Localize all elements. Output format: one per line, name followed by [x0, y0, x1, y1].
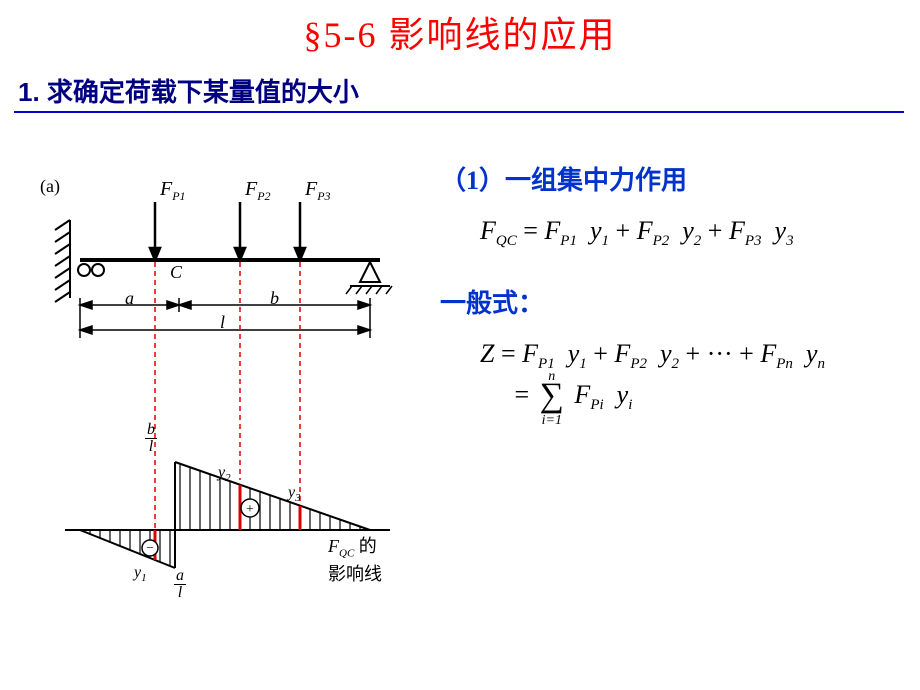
equation-fqc: FQC = FP1 y1 + FP2 y2 + FP3 y3: [480, 211, 900, 253]
equations-column: （1）一组集中力作用 FQC = FP1 y1 + FP2 y2 + FP3 y…: [440, 160, 900, 417]
dim-l: l: [220, 312, 225, 333]
svg-text:−: −: [146, 540, 153, 555]
dim-b: b: [270, 288, 279, 309]
page-title: §5-6 影响线的应用: [0, 0, 920, 58]
point-c-label: C: [170, 262, 182, 283]
y2-label: y2: [218, 464, 231, 484]
panel-label: (a): [40, 176, 60, 197]
frac-b-over-l: bl: [145, 422, 157, 456]
heading-concentrated-forces: （1）一组集中力作用: [440, 160, 900, 197]
svg-text:+: +: [246, 502, 254, 517]
y1-label: y1: [134, 564, 147, 584]
force-label-3: FP3: [305, 178, 331, 204]
dim-a: a: [125, 288, 134, 309]
influence-caption: FQC 的 影响线: [328, 532, 382, 586]
equation-z-sum: Z = FP1 y1 + FP2 y2 + ··· + FPn yn = n ∑…: [480, 334, 900, 417]
heading-general-form: 一般式：: [440, 283, 900, 320]
y3-label: y3: [288, 484, 301, 504]
frac-a-over-l: al: [174, 568, 186, 602]
divider: [14, 111, 904, 113]
sigma-icon: n ∑ i=1: [540, 378, 564, 417]
beam-diagram: + − (a) FP1 FP2 FP3 C a b l bl al y1 y2 …: [40, 170, 420, 630]
force-label-1: FP1: [160, 178, 186, 204]
section-subtitle: 1. 求确定荷载下某量值的大小: [18, 72, 920, 109]
force-label-2: FP2: [245, 178, 271, 204]
